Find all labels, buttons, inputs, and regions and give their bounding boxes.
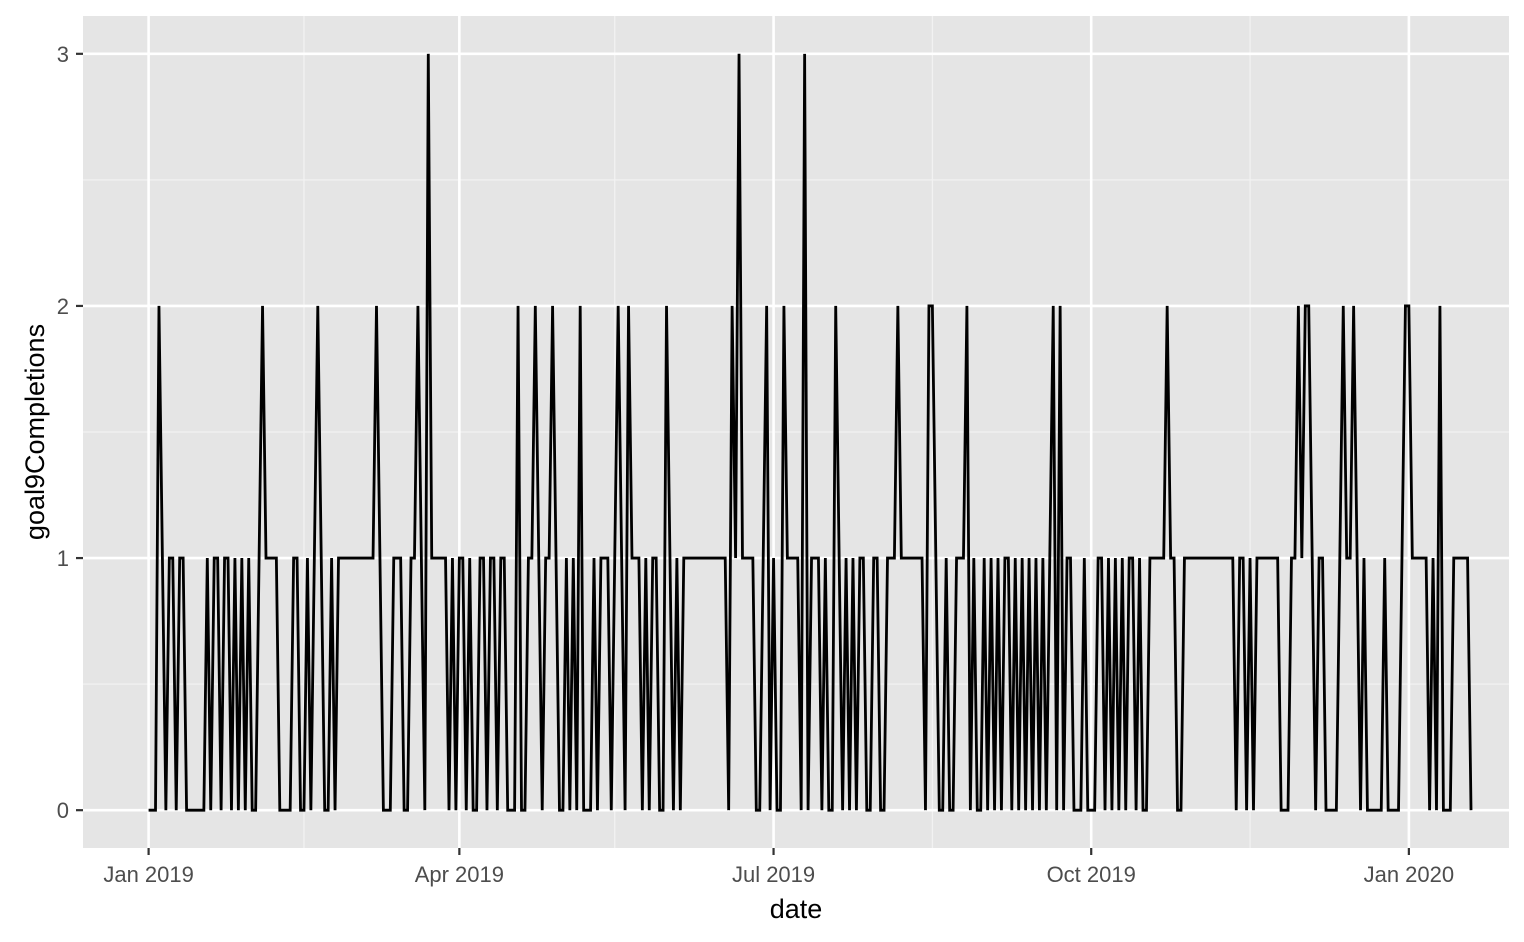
x-tick-label: Oct 2019 xyxy=(1047,862,1136,887)
x-axis: Jan 2019 Apr 2019 Jul 2019 Oct 2019 Jan 2020 xyxy=(103,848,1454,887)
x-tick-label: Jul 2019 xyxy=(732,862,815,887)
x-axis-title: date xyxy=(770,894,823,924)
y-tick-label: 1 xyxy=(57,546,69,571)
y-tick-label: 0 xyxy=(57,798,69,823)
y-axis-title: goal9Completions xyxy=(20,324,50,540)
series-line xyxy=(148,53,1473,812)
y-axis: 0 1 2 3 xyxy=(57,42,83,823)
y-tick-label: 2 xyxy=(57,294,69,319)
x-tick-label: Jan 2019 xyxy=(103,862,194,887)
x-tick-label: Jan 2020 xyxy=(1364,862,1455,887)
x-tick-label: Apr 2019 xyxy=(415,862,504,887)
y-tick-label: 3 xyxy=(57,42,69,67)
